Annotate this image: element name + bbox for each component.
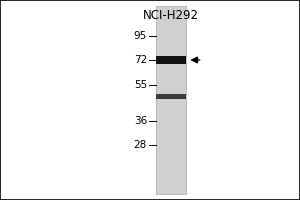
Bar bbox=[156, 6, 186, 194]
Text: 36: 36 bbox=[134, 116, 147, 126]
Text: 95: 95 bbox=[134, 31, 147, 41]
Text: 72: 72 bbox=[134, 55, 147, 65]
Text: 28: 28 bbox=[134, 140, 147, 150]
Bar bbox=[156, 94, 186, 99]
Text: 55: 55 bbox=[134, 80, 147, 90]
Bar bbox=[156, 56, 186, 64]
Text: NCI-H292: NCI-H292 bbox=[143, 9, 199, 22]
